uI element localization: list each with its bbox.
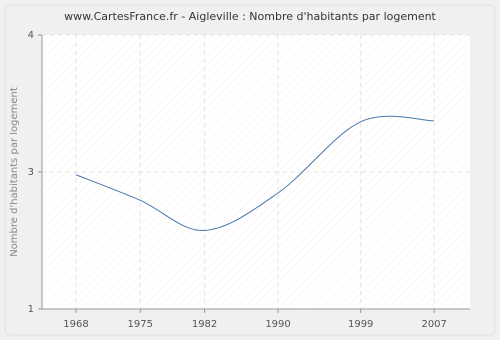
x-tick-label: 1999 xyxy=(348,319,373,330)
chart-title: www.CartesFrance.fr - Aigleville : Nombr… xyxy=(64,10,436,23)
plot-area xyxy=(42,35,470,309)
x-tick-label: 2007 xyxy=(421,319,446,330)
y-axis-label: Nombre d'habitants par logement xyxy=(9,87,20,257)
data-line xyxy=(75,115,435,231)
y-tick-label: 4 xyxy=(28,30,34,41)
x-tick-label: 1982 xyxy=(192,319,217,330)
x-tick-label: 1968 xyxy=(63,319,88,330)
x-tick-label: 1975 xyxy=(128,319,153,330)
y-tick-label: 1 xyxy=(28,304,34,315)
y-tick-label: 3 xyxy=(28,167,34,178)
x-tick-label: 1990 xyxy=(265,319,290,330)
